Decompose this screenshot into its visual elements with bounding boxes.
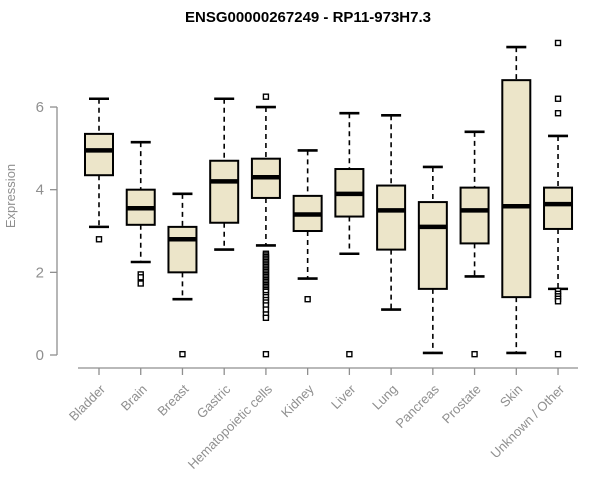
outlier-point-bladder [95, 236, 103, 243]
x-tick-label: Breast [154, 381, 191, 418]
outlier-point-unknown-other [554, 110, 562, 117]
outlier-point-hematopoietic-cells [262, 306, 270, 313]
outlier-point-unknown-other [554, 298, 562, 305]
iqr-box-skin [501, 79, 532, 299]
outlier-point-hematopoietic-cells [262, 350, 270, 358]
y-tick-label: 6 [36, 99, 44, 116]
x-tick-label: Kidney [278, 381, 317, 420]
iqr-box-bladder [84, 132, 114, 177]
x-tick-label: Brain [118, 382, 150, 414]
boxes-group [84, 39, 574, 358]
outlier-point-breast [179, 350, 186, 358]
iqr-box-prostate [459, 186, 490, 245]
y-tick-label: 0 [36, 347, 44, 364]
iqr-box-lung [376, 184, 407, 251]
outlier-point-unknown-other [554, 350, 562, 358]
x-tick-label: Bladder [66, 381, 109, 424]
x-tick-label: Liver [328, 381, 359, 412]
y-axis-title: Expression [3, 164, 18, 228]
outlier-point-kidney [304, 296, 311, 303]
outlier-point-liver [346, 350, 353, 358]
x-tick-label: Unknown / Other [488, 381, 568, 461]
x-tick-label: Skin [497, 382, 525, 410]
x-tick-label: Lung [369, 382, 400, 413]
y-tick-label: 2 [36, 264, 44, 281]
y-tick-label: 4 [36, 182, 44, 199]
outlier-point-brain [137, 274, 144, 281]
outlier-point-hematopoietic-cells [262, 93, 270, 100]
x-tick-label: Pancreas [393, 381, 443, 431]
iqr-box-gastric [209, 159, 240, 224]
outlier-point-unknown-other [554, 95, 562, 102]
chart-title: ENSG00000267249 - RP11-973H7.3 [185, 9, 431, 26]
outlier-point-brain [137, 280, 144, 287]
iqr-box-pancreas [417, 201, 448, 290]
outlier-point-prostate [471, 350, 478, 358]
iqr-box-unknown-other [543, 186, 574, 230]
iqr-box-breast [167, 225, 198, 274]
x-tick-label: Prostate [439, 382, 484, 427]
outlier-point-unknown-other [554, 39, 562, 47]
x-tick-label: Gastric [194, 381, 234, 421]
outlier-point-hematopoietic-cells [262, 314, 270, 322]
